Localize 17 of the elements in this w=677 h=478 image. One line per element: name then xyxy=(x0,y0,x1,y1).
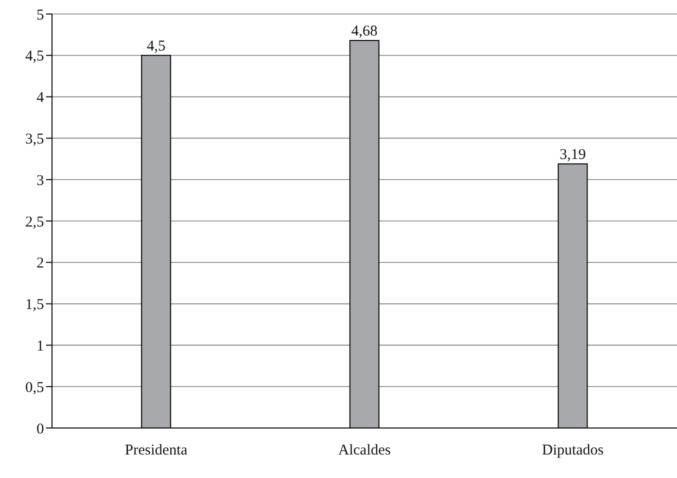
x-tick-label: Presidenta xyxy=(124,442,188,459)
y-tick-label: 2,5 xyxy=(25,214,44,230)
y-tick-label: 1 xyxy=(36,338,44,355)
y-tick-label: 4 xyxy=(36,90,44,106)
y-tick-label: 3,5 xyxy=(25,132,44,148)
data-label: 4,68 xyxy=(351,23,378,40)
x-tick-label: Alcaldes xyxy=(338,442,391,459)
y-tick-label: 0 xyxy=(36,421,44,438)
y-tick-label: 0,5 xyxy=(25,380,44,396)
y-tick-label: 5 xyxy=(36,7,44,24)
y-tick-label: 4,5 xyxy=(25,48,44,65)
y-tick-label: 1,5 xyxy=(25,297,44,314)
data-label: 3,19 xyxy=(560,146,586,163)
y-tick-label: 3 xyxy=(36,172,44,189)
data-label: 4,5 xyxy=(146,38,166,54)
x-tick-label: Diputados xyxy=(542,442,604,459)
y-tick-label: 2 xyxy=(36,256,44,272)
